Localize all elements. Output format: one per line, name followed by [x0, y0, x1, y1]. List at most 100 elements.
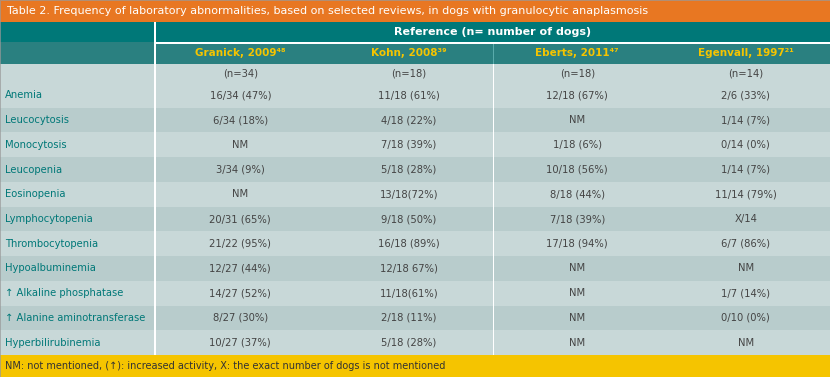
Bar [325, 231, 493, 256]
Text: Monocytosis: Monocytosis [5, 140, 66, 150]
Bar [662, 157, 830, 182]
Bar [0, 22, 154, 42]
Bar [0, 355, 830, 377]
Text: Reference (n= number of dogs): Reference (n= number of dogs) [394, 27, 592, 37]
Text: NM: NM [569, 288, 585, 298]
Text: 1/14 (7%): 1/14 (7%) [721, 164, 770, 175]
Bar [493, 207, 494, 231]
Text: Eosinopenia: Eosinopenia [5, 189, 66, 199]
Bar [325, 64, 493, 83]
Text: NM: NM [569, 264, 585, 273]
Bar [156, 132, 325, 157]
Bar [493, 305, 662, 330]
Bar [154, 256, 156, 281]
Text: Thrombocytopenia: Thrombocytopenia [5, 239, 98, 249]
Text: Egenvall, 1997²¹: Egenvall, 1997²¹ [698, 48, 793, 58]
Bar [156, 182, 325, 207]
Bar [493, 42, 494, 64]
Bar [154, 207, 156, 231]
Bar [493, 330, 662, 355]
Text: ↑ Alkaline phosphatase: ↑ Alkaline phosphatase [5, 288, 124, 298]
Text: NM: not mentioned, (↑): increased activity, X: the exact number of dogs is not m: NM: not mentioned, (↑): increased activi… [5, 361, 446, 371]
Bar [156, 281, 325, 305]
Text: 1/7 (14%): 1/7 (14%) [721, 288, 770, 298]
Text: Eberts, 2011⁴⁷: Eberts, 2011⁴⁷ [535, 48, 619, 58]
Bar [662, 182, 830, 207]
Bar [493, 182, 662, 207]
Bar [325, 305, 493, 330]
Bar [154, 305, 156, 330]
Bar [325, 281, 493, 305]
Text: 21/22 (95%): 21/22 (95%) [209, 239, 271, 249]
Text: Lymphocytopenia: Lymphocytopenia [5, 214, 93, 224]
Bar [662, 281, 830, 305]
Bar [325, 83, 493, 108]
Bar [0, 108, 154, 132]
Text: 12/18 67%): 12/18 67%) [380, 264, 437, 273]
Bar [156, 83, 325, 108]
Text: 12/18 (67%): 12/18 (67%) [546, 90, 608, 100]
Bar [0, 64, 154, 83]
Bar [156, 305, 325, 330]
Bar [154, 64, 156, 83]
Bar [154, 330, 156, 355]
Bar [156, 64, 325, 83]
Bar [154, 108, 156, 132]
Bar [493, 108, 494, 132]
Text: 0/14 (0%): 0/14 (0%) [721, 140, 770, 150]
Bar [325, 108, 493, 132]
Bar [156, 42, 325, 64]
Bar [662, 42, 830, 64]
Text: 16/18 (89%): 16/18 (89%) [378, 239, 440, 249]
Bar [662, 108, 830, 132]
Text: ↑ Alanine aminotransferase: ↑ Alanine aminotransferase [5, 313, 145, 323]
Bar [662, 256, 830, 281]
Bar [493, 64, 662, 83]
Bar [0, 132, 154, 157]
Text: 13/18(72%): 13/18(72%) [379, 189, 438, 199]
Text: 2/18 (11%): 2/18 (11%) [381, 313, 437, 323]
Bar [662, 305, 830, 330]
Bar [154, 42, 156, 64]
Text: 12/27 (44%): 12/27 (44%) [209, 264, 271, 273]
Bar [154, 22, 156, 42]
Text: 5/18 (28%): 5/18 (28%) [381, 338, 437, 348]
Bar [493, 108, 662, 132]
Bar [156, 42, 830, 43]
Bar [662, 132, 830, 157]
Bar [493, 330, 494, 355]
Bar [156, 108, 325, 132]
Text: 2/6 (33%): 2/6 (33%) [721, 90, 770, 100]
Bar [156, 22, 830, 42]
Text: 4/18 (22%): 4/18 (22%) [381, 115, 437, 125]
Bar [154, 157, 156, 182]
Bar [493, 83, 662, 108]
Bar [493, 256, 662, 281]
Text: Leucocytosis: Leucocytosis [5, 115, 69, 125]
Bar [493, 83, 494, 108]
Bar [325, 132, 493, 157]
Bar [154, 182, 156, 207]
Text: 9/18 (50%): 9/18 (50%) [381, 214, 437, 224]
Text: 8/27 (30%): 8/27 (30%) [212, 313, 268, 323]
Bar [493, 231, 494, 256]
Bar [662, 207, 830, 231]
Bar [325, 207, 493, 231]
Bar [154, 132, 156, 157]
Bar [154, 231, 156, 256]
Bar [156, 231, 325, 256]
Bar [0, 207, 154, 231]
Text: NM: NM [232, 189, 248, 199]
Bar [493, 157, 662, 182]
Bar [325, 256, 493, 281]
Text: 11/18 (61%): 11/18 (61%) [378, 90, 440, 100]
Text: Table 2. Frequency of laboratory abnormalities, based on selected reviews, in do: Table 2. Frequency of laboratory abnorma… [7, 6, 647, 16]
Text: 8/18 (44%): 8/18 (44%) [549, 189, 605, 199]
Bar [493, 256, 494, 281]
Bar [662, 83, 830, 108]
Text: Granick, 2009⁴⁸: Granick, 2009⁴⁸ [195, 48, 286, 58]
Text: X/14: X/14 [735, 214, 757, 224]
Bar [0, 42, 154, 64]
Text: (n=14): (n=14) [728, 69, 764, 78]
Bar [154, 281, 156, 305]
